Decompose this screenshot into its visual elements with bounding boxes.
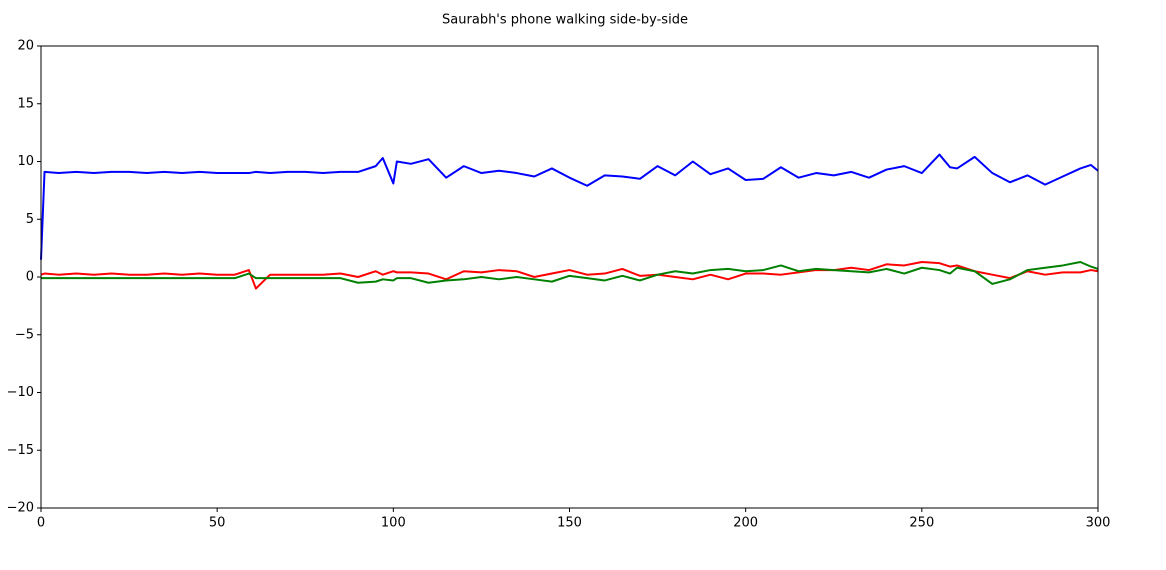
- y-tick-label: −15: [7, 443, 34, 458]
- y-tick-label: −20: [7, 501, 34, 516]
- data-line: [40, 153, 1099, 260]
- plot-frame: [40, 45, 1099, 509]
- x-tick-label: 250: [909, 516, 934, 531]
- x-tick-label: 200: [733, 516, 758, 531]
- x-tick-label: 100: [381, 516, 406, 531]
- x-tick-label: 300: [1086, 516, 1111, 531]
- y-tick-label: 20: [17, 39, 34, 54]
- y-tick-label: 15: [17, 96, 34, 111]
- data-line: [40, 260, 1099, 290]
- y-tick-label: −5: [15, 327, 34, 342]
- chart-title: Saurabh's phone walking side-by-side: [442, 13, 688, 28]
- y-tick-label: 5: [26, 212, 34, 227]
- x-tick-label: 0: [37, 516, 45, 531]
- x-tick-label: 150: [557, 516, 582, 531]
- y-tick-label: 0: [26, 270, 34, 285]
- y-tick-label: 10: [17, 154, 34, 169]
- y-tick-label: −10: [7, 385, 34, 400]
- data-line: [41, 260, 1099, 285]
- x-tick-label: 50: [209, 516, 226, 531]
